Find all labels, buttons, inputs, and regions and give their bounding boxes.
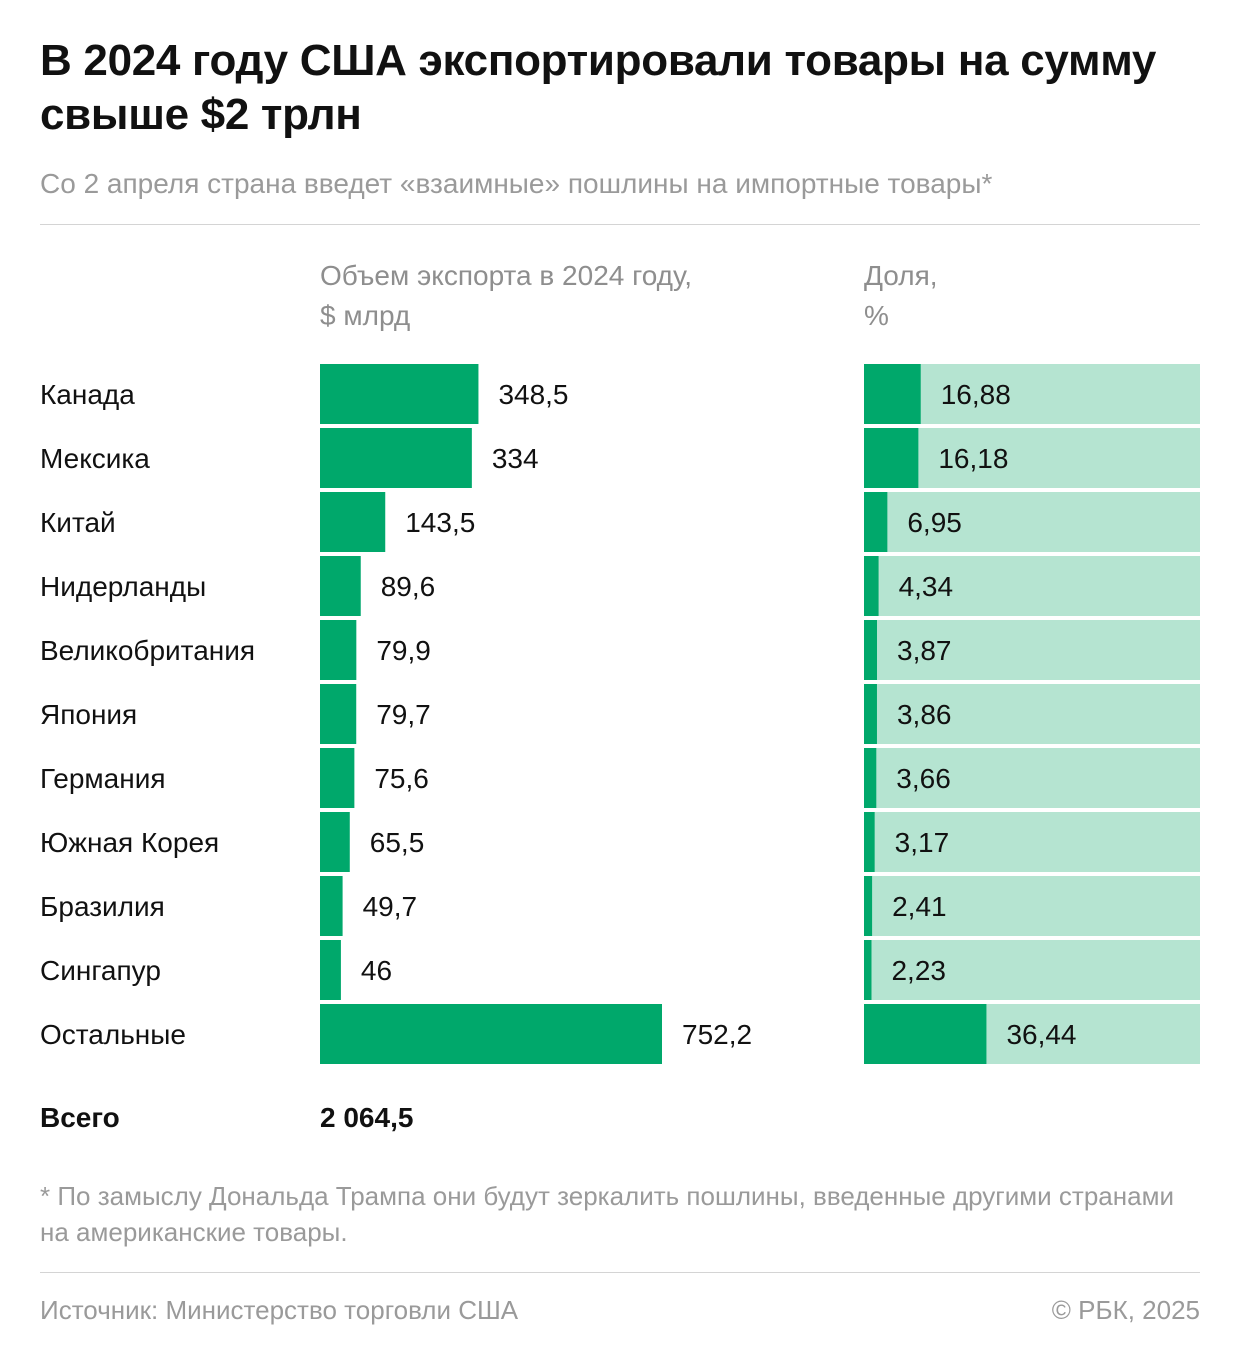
- share-bar: [864, 876, 873, 936]
- category-label: Германия: [40, 763, 166, 794]
- category-label: Мексика: [40, 443, 150, 474]
- export-column-header: Объем экспорта в 2024 году, $ млрд: [320, 256, 800, 336]
- share-bar: [864, 748, 877, 808]
- share-bar: [864, 428, 919, 488]
- export-value-label: 348,5: [498, 379, 568, 410]
- share-column-header: Доля, %: [864, 256, 1164, 336]
- chart-subtitle: Со 2 апреля страна введет «взаимные» пош…: [40, 168, 993, 199]
- export-bar: [320, 684, 357, 744]
- footnote: * По замыслу Дональда Трампа они будут з…: [40, 1181, 1174, 1247]
- share-bar: [864, 364, 921, 424]
- share-value-label: 36,44: [1006, 1019, 1076, 1050]
- share-value-label: 3,17: [895, 827, 950, 858]
- share-track: [864, 556, 1200, 616]
- copyright: © РБК, 2025: [1051, 1295, 1200, 1325]
- share-track: [864, 748, 1200, 808]
- export-bar: [320, 364, 479, 424]
- export-value-label: 49,7: [363, 891, 418, 922]
- share-track: [864, 492, 1200, 552]
- source-note: Источник: Министерство торговли США: [40, 1295, 519, 1325]
- bottom-divider: [40, 1272, 1200, 1273]
- share-bar: [864, 1004, 987, 1064]
- share-value-label: 3,86: [897, 699, 952, 730]
- share-value-label: 2,41: [892, 891, 947, 922]
- export-value-label: 89,6: [381, 571, 436, 602]
- export-bar: [320, 748, 355, 808]
- export-bar: [320, 620, 357, 680]
- category-label: Китай: [40, 507, 116, 538]
- share-header-line1: Доля,: [864, 260, 938, 291]
- share-value-label: 3,66: [896, 763, 951, 794]
- share-bar: [864, 556, 879, 616]
- total-label: Всего: [40, 1102, 120, 1133]
- share-header-line2: %: [864, 300, 889, 331]
- category-label: Япония: [40, 699, 137, 730]
- category-label: Нидерланды: [40, 571, 206, 602]
- share-bar: [864, 492, 888, 552]
- share-value-label: 6,95: [907, 507, 962, 538]
- export-bar: [320, 428, 472, 488]
- share-track: [864, 428, 1200, 488]
- export-value-label: 143,5: [405, 507, 475, 538]
- share-track: [864, 940, 1200, 1000]
- export-bar: [320, 1004, 662, 1064]
- category-label: Великобритания: [40, 635, 255, 666]
- export-bar: [320, 556, 361, 616]
- export-header-line1: Объем экспорта в 2024 году,: [320, 260, 692, 291]
- share-track: [864, 812, 1200, 872]
- export-value-label: 79,9: [376, 635, 431, 666]
- export-value-label: 334: [492, 443, 539, 474]
- export-value-label: 79,7: [376, 699, 431, 730]
- export-value-label: 46: [361, 955, 392, 986]
- share-value-label: 3,87: [897, 635, 952, 666]
- category-label: Канада: [40, 379, 135, 410]
- export-value-label: 752,2: [682, 1019, 752, 1050]
- share-value-label: 16,88: [941, 379, 1011, 410]
- category-label: Южная Корея: [40, 827, 219, 858]
- share-value-label: 2,23: [891, 955, 946, 986]
- share-track: [864, 876, 1200, 936]
- share-track: [864, 684, 1200, 744]
- category-label: Бразилия: [40, 891, 165, 922]
- export-bar: [320, 940, 341, 1000]
- share-bar: [864, 684, 877, 744]
- export-bar-chart: Канада 348,5 16,88 Мексика 334 16,18 Китай 143,…: [40, 364, 1200, 1064]
- share-track: [864, 620, 1200, 680]
- share-bar: [864, 620, 878, 680]
- category-label: Сингапур: [40, 955, 161, 986]
- export-value-label: 65,5: [370, 827, 425, 858]
- share-value-label: 16,18: [938, 443, 1008, 474]
- export-header-line2: $ млрд: [320, 300, 411, 331]
- category-label: Остальные: [40, 1019, 186, 1050]
- export-bar: [320, 492, 386, 552]
- share-bar: [864, 812, 875, 872]
- export-bar: [320, 812, 350, 872]
- export-value-label: 75,6: [374, 763, 429, 794]
- share-bar: [864, 940, 872, 1000]
- chart-title: В 2024 году США экспортировали товары на…: [40, 36, 1157, 139]
- export-bar: [320, 876, 343, 936]
- share-value-label: 4,34: [899, 571, 954, 602]
- total-value: 2 064,5: [320, 1102, 414, 1133]
- top-divider: [40, 224, 1200, 225]
